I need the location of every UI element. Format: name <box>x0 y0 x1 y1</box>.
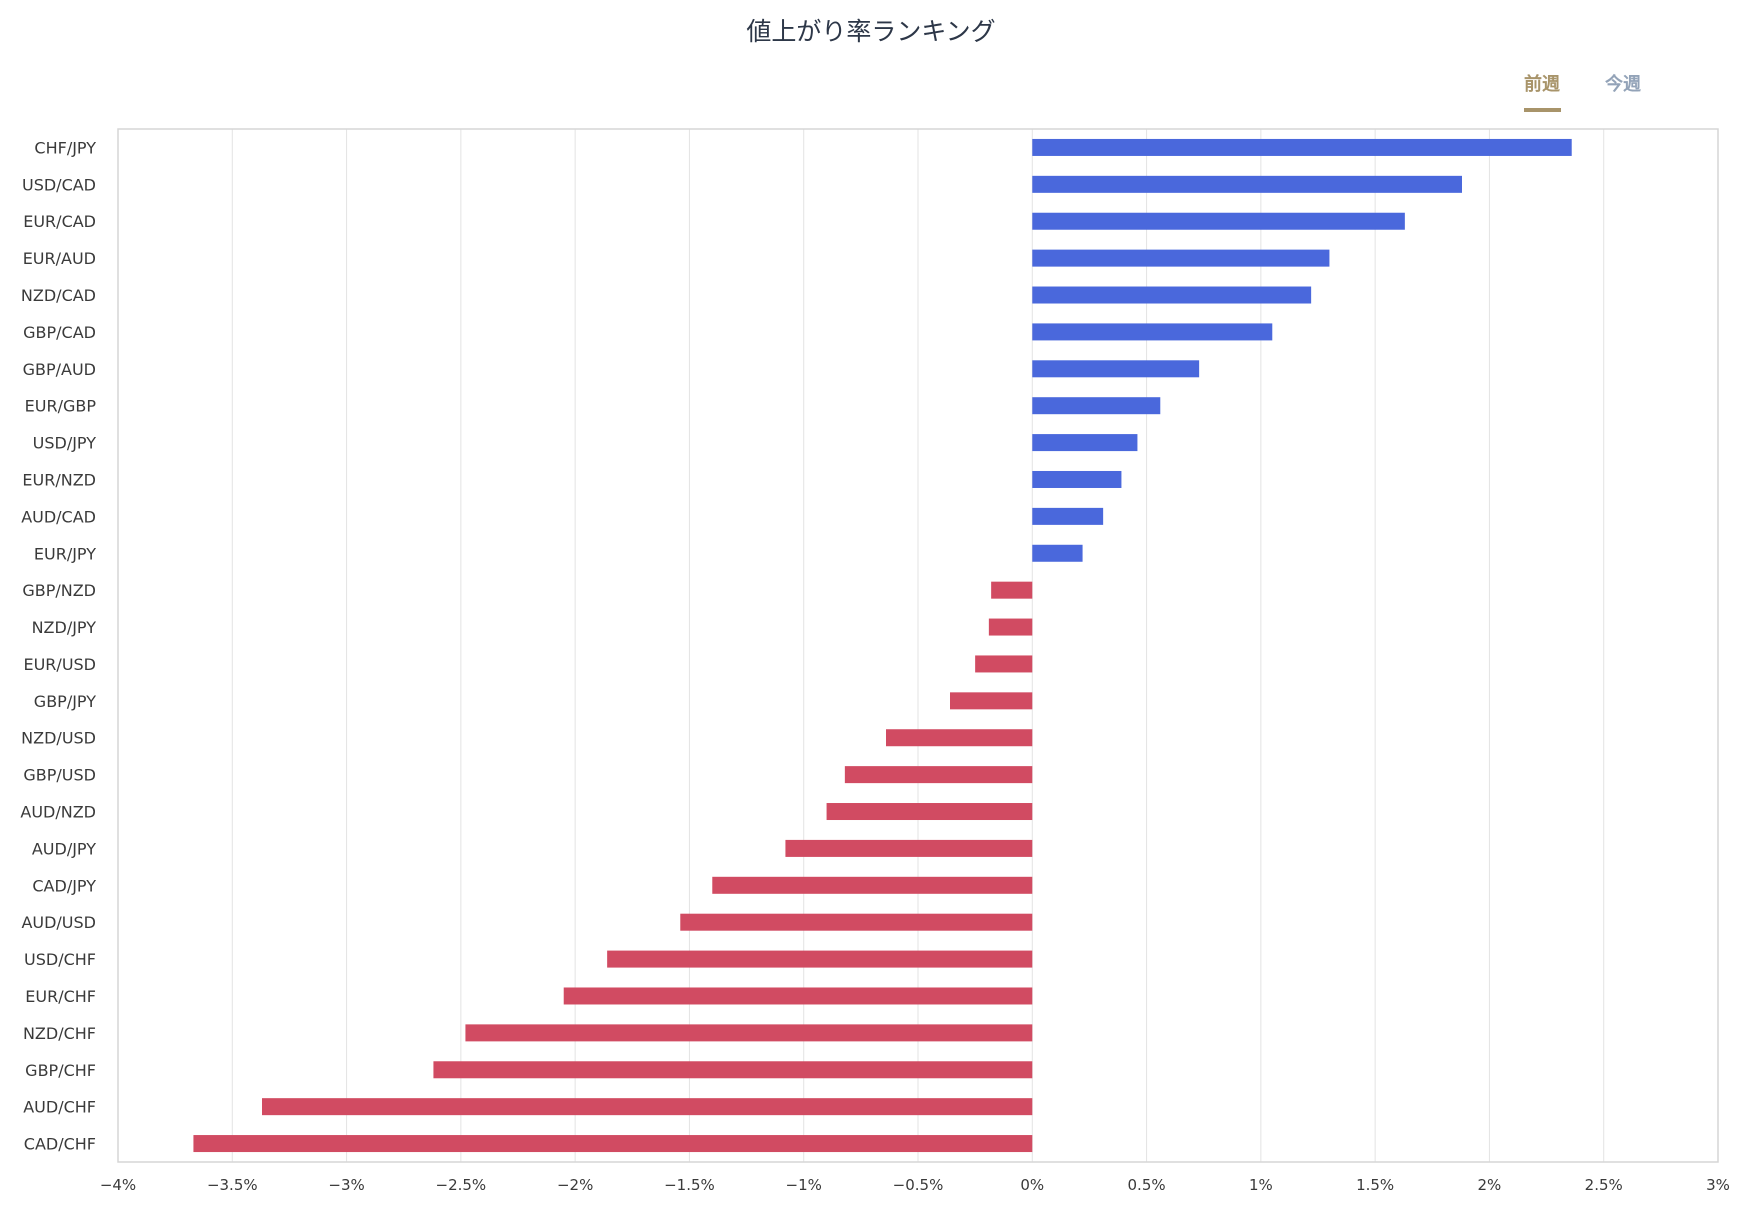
category-label: GBP/CHF <box>25 1061 96 1080</box>
category-label: GBP/CAD <box>23 323 96 342</box>
x-tick-label: −0.5% <box>893 1176 944 1194</box>
x-tick-label: 3% <box>1706 1176 1730 1194</box>
category-label: GBP/USD <box>23 766 96 785</box>
bar <box>607 950 1033 968</box>
bar <box>988 618 1033 636</box>
bar <box>262 1098 1033 1116</box>
bar <box>844 766 1033 784</box>
x-tick-label: −1% <box>786 1176 822 1194</box>
category-label: NZD/JPY <box>32 618 97 637</box>
bar <box>193 1135 1033 1153</box>
x-tick-label: −3% <box>328 1176 364 1194</box>
tab-this-week[interactable]: 今週 <box>1605 74 1641 95</box>
x-tick-label: 2.5% <box>1585 1176 1623 1194</box>
category-label: USD/CAD <box>22 175 96 194</box>
category-label: NZD/USD <box>21 729 96 748</box>
category-label: EUR/CAD <box>23 212 96 231</box>
bar <box>1032 507 1104 525</box>
x-tick-label: −2% <box>557 1176 593 1194</box>
bar <box>1032 249 1330 267</box>
bar <box>1032 138 1572 156</box>
x-tick-label: 1.5% <box>1356 1176 1394 1194</box>
bar <box>975 655 1033 673</box>
x-tick-label: −3.5% <box>207 1176 258 1194</box>
bar <box>826 803 1033 821</box>
x-tick-label: −4% <box>100 1176 136 1194</box>
bar <box>991 581 1033 599</box>
bar <box>680 913 1033 931</box>
bar <box>950 692 1033 710</box>
category-label: EUR/GBP <box>25 397 97 416</box>
category-label: GBP/NZD <box>22 581 96 600</box>
x-tick-label: −1.5% <box>664 1176 715 1194</box>
category-label: AUD/CAD <box>21 507 96 526</box>
tab-previous-week[interactable]: 前週 <box>1524 74 1560 95</box>
bar <box>465 1024 1033 1042</box>
category-label: EUR/NZD <box>22 470 96 489</box>
category-label: NZD/CAD <box>21 286 96 305</box>
x-tick-label: 0.5% <box>1128 1176 1166 1194</box>
category-label: NZD/CHF <box>23 1024 96 1043</box>
x-tick-label: 0% <box>1020 1176 1044 1194</box>
bar <box>563 987 1033 1005</box>
bar <box>1032 397 1161 415</box>
bar <box>1032 434 1138 452</box>
bar <box>712 876 1033 894</box>
category-label: AUD/NZD <box>20 803 96 822</box>
category-label: AUD/CHF <box>23 1098 96 1117</box>
category-label: CAD/CHF <box>24 1135 96 1154</box>
category-label: GBP/AUD <box>23 360 96 379</box>
bar <box>785 839 1033 857</box>
category-label: GBP/JPY <box>34 692 96 711</box>
bar <box>1032 286 1312 304</box>
category-label: USD/CHF <box>24 950 96 969</box>
category-label: AUD/JPY <box>32 839 96 858</box>
bar <box>886 729 1033 747</box>
bar <box>1032 470 1122 488</box>
bar <box>433 1061 1033 1079</box>
bar <box>1032 323 1273 341</box>
category-label: EUR/USD <box>23 655 96 674</box>
plot-frame <box>117 128 1719 1163</box>
x-tick-label: 2% <box>1478 1176 1502 1194</box>
bar <box>1032 175 1462 193</box>
category-label: CAD/JPY <box>32 876 96 895</box>
bar <box>1032 544 1083 562</box>
x-tick-label: −2.5% <box>436 1176 487 1194</box>
category-label: USD/JPY <box>33 434 97 453</box>
week-tabs: 前週 今週 <box>1442 70 1742 120</box>
bar <box>1032 212 1405 230</box>
category-label: EUR/CHF <box>25 987 96 1006</box>
active-tab-indicator <box>1524 108 1561 112</box>
category-label: CHF/JPY <box>34 138 96 157</box>
category-label: EUR/JPY <box>34 544 96 563</box>
bar <box>1032 360 1200 378</box>
chart-title: 値上がり率ランキング <box>746 17 996 46</box>
category-label: EUR/AUD <box>23 249 96 268</box>
category-label: AUD/USD <box>21 913 96 932</box>
x-tick-label: 1% <box>1249 1176 1273 1194</box>
